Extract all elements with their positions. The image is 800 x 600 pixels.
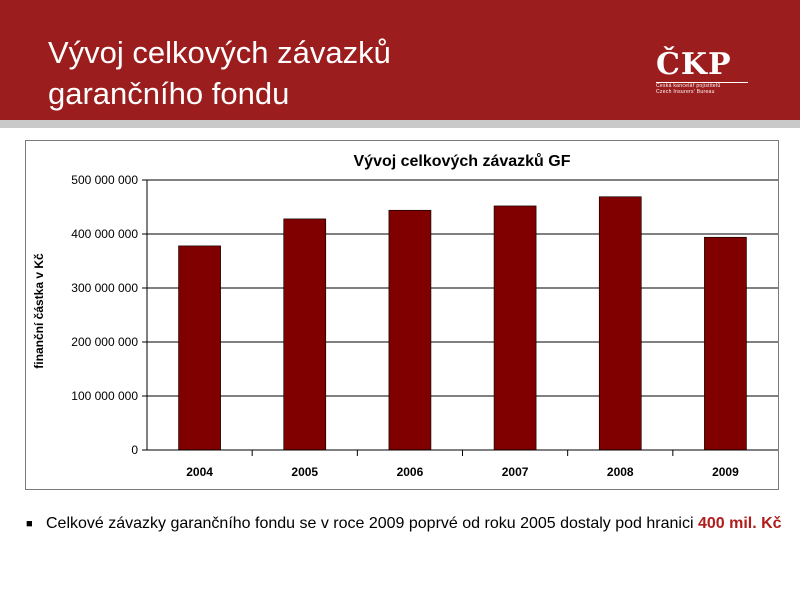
logo-wordmark: ČKP — [656, 47, 732, 82]
bullet-text: Celkové závazky garančního fondu se v ro… — [46, 513, 786, 535]
y-tick-label: 500 000 000 — [71, 173, 138, 187]
bar-chart: Vývoj celkových závazků GF finanční část… — [32, 153, 778, 479]
y-tick-label: 300 000 000 — [71, 281, 138, 295]
x-tick-label: 2006 — [397, 465, 424, 479]
square-bullet-icon: ■ — [26, 518, 33, 530]
slide-title: Vývoj celkových závazků garančního fondu — [48, 32, 391, 114]
bar-2007 — [493, 205, 537, 451]
bar-2009 — [704, 236, 747, 451]
bullet-text-main: Celkové závazky garančního fondu se v ro… — [46, 515, 698, 532]
y-tick-label: 200 000 000 — [71, 335, 138, 349]
logo-subtitle-en: Czech Insurers' Bureau — [656, 89, 715, 95]
bars — [178, 196, 747, 451]
x-tick-label: 2008 — [607, 465, 634, 479]
x-tick-label: 2004 — [186, 465, 213, 479]
gridlines — [147, 179, 778, 397]
logo-subtitle-cz: Česká kancelář pojistitelů — [656, 83, 721, 89]
header-divider — [0, 120, 800, 128]
chart-frame: Vývoj celkových závazků GF finanční část… — [25, 140, 779, 490]
bar-2006 — [388, 209, 432, 451]
bullet-text-highlight: 400 mil. Kč — [697, 515, 782, 532]
slide-title-line-2: garančního fondu — [48, 76, 290, 111]
x-tick-label: 2007 — [502, 465, 529, 479]
x-tick-label: 2009 — [712, 465, 739, 479]
bar-2008 — [598, 196, 642, 451]
y-tick-labels: 0 100 000 000 200 000 000 300 000 000 400 00… — [71, 173, 147, 457]
x-tick-labels: 2004 2005 2006 2007 2008 2009 — [186, 450, 739, 479]
bullet-point: ■ Celkové závazky garančního fondu se v … — [26, 513, 786, 535]
logo-rule — [656, 82, 748, 83]
slide-header — [0, 0, 800, 120]
y-tick-label: 100 000 000 — [71, 389, 138, 403]
y-axis-label: finanční částka v Kč — [32, 253, 46, 369]
bar-2004 — [178, 245, 221, 451]
y-tick-label: 400 000 000 — [71, 227, 138, 241]
chart-title: Vývoj celkových závazků GF — [354, 153, 571, 170]
axes — [146, 180, 778, 451]
ckp-logo: ČKP Česká kancelář pojistitelů Czech Ins… — [656, 50, 752, 95]
y-tick-label: 0 — [131, 443, 138, 457]
x-tick-label: 2005 — [291, 465, 318, 479]
slide-title-line-1: Vývoj celkových závazků — [48, 35, 391, 70]
bar-2005 — [283, 218, 327, 451]
